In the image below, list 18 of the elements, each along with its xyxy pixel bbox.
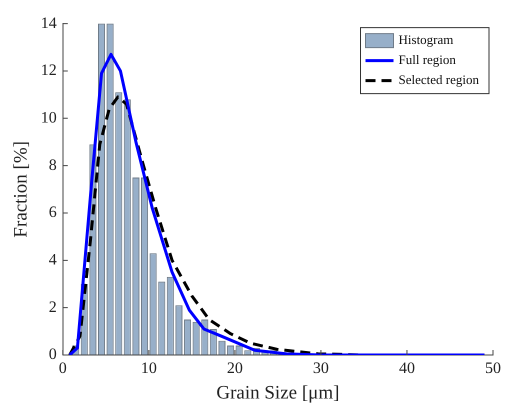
y-tick-label: 6 [48,204,57,222]
legend-label: Full region [398,52,456,68]
y-axis-title: Fraction [%] [10,141,32,238]
y-tick-label: 8 [48,156,57,174]
legend-label: Histogram [398,32,454,48]
x-tick-label: 10 [140,360,157,377]
y-tick-label: 0 [48,346,57,364]
y-tick-label: 12 [40,62,57,80]
x-tick-label: 40 [398,360,415,377]
y-tick-label: 10 [40,109,57,126]
y-tick-label: 2 [48,298,57,316]
x-tick-label: 20 [226,360,243,377]
x-axis-title: Grain Size [μm] [216,382,340,404]
legend-label: Selected region [398,72,480,88]
y-tick-label: 4 [48,252,57,269]
x-tick-label: 30 [312,360,329,377]
y-tick-label: 14 [40,14,57,32]
x-tick-label: 50 [485,360,501,377]
